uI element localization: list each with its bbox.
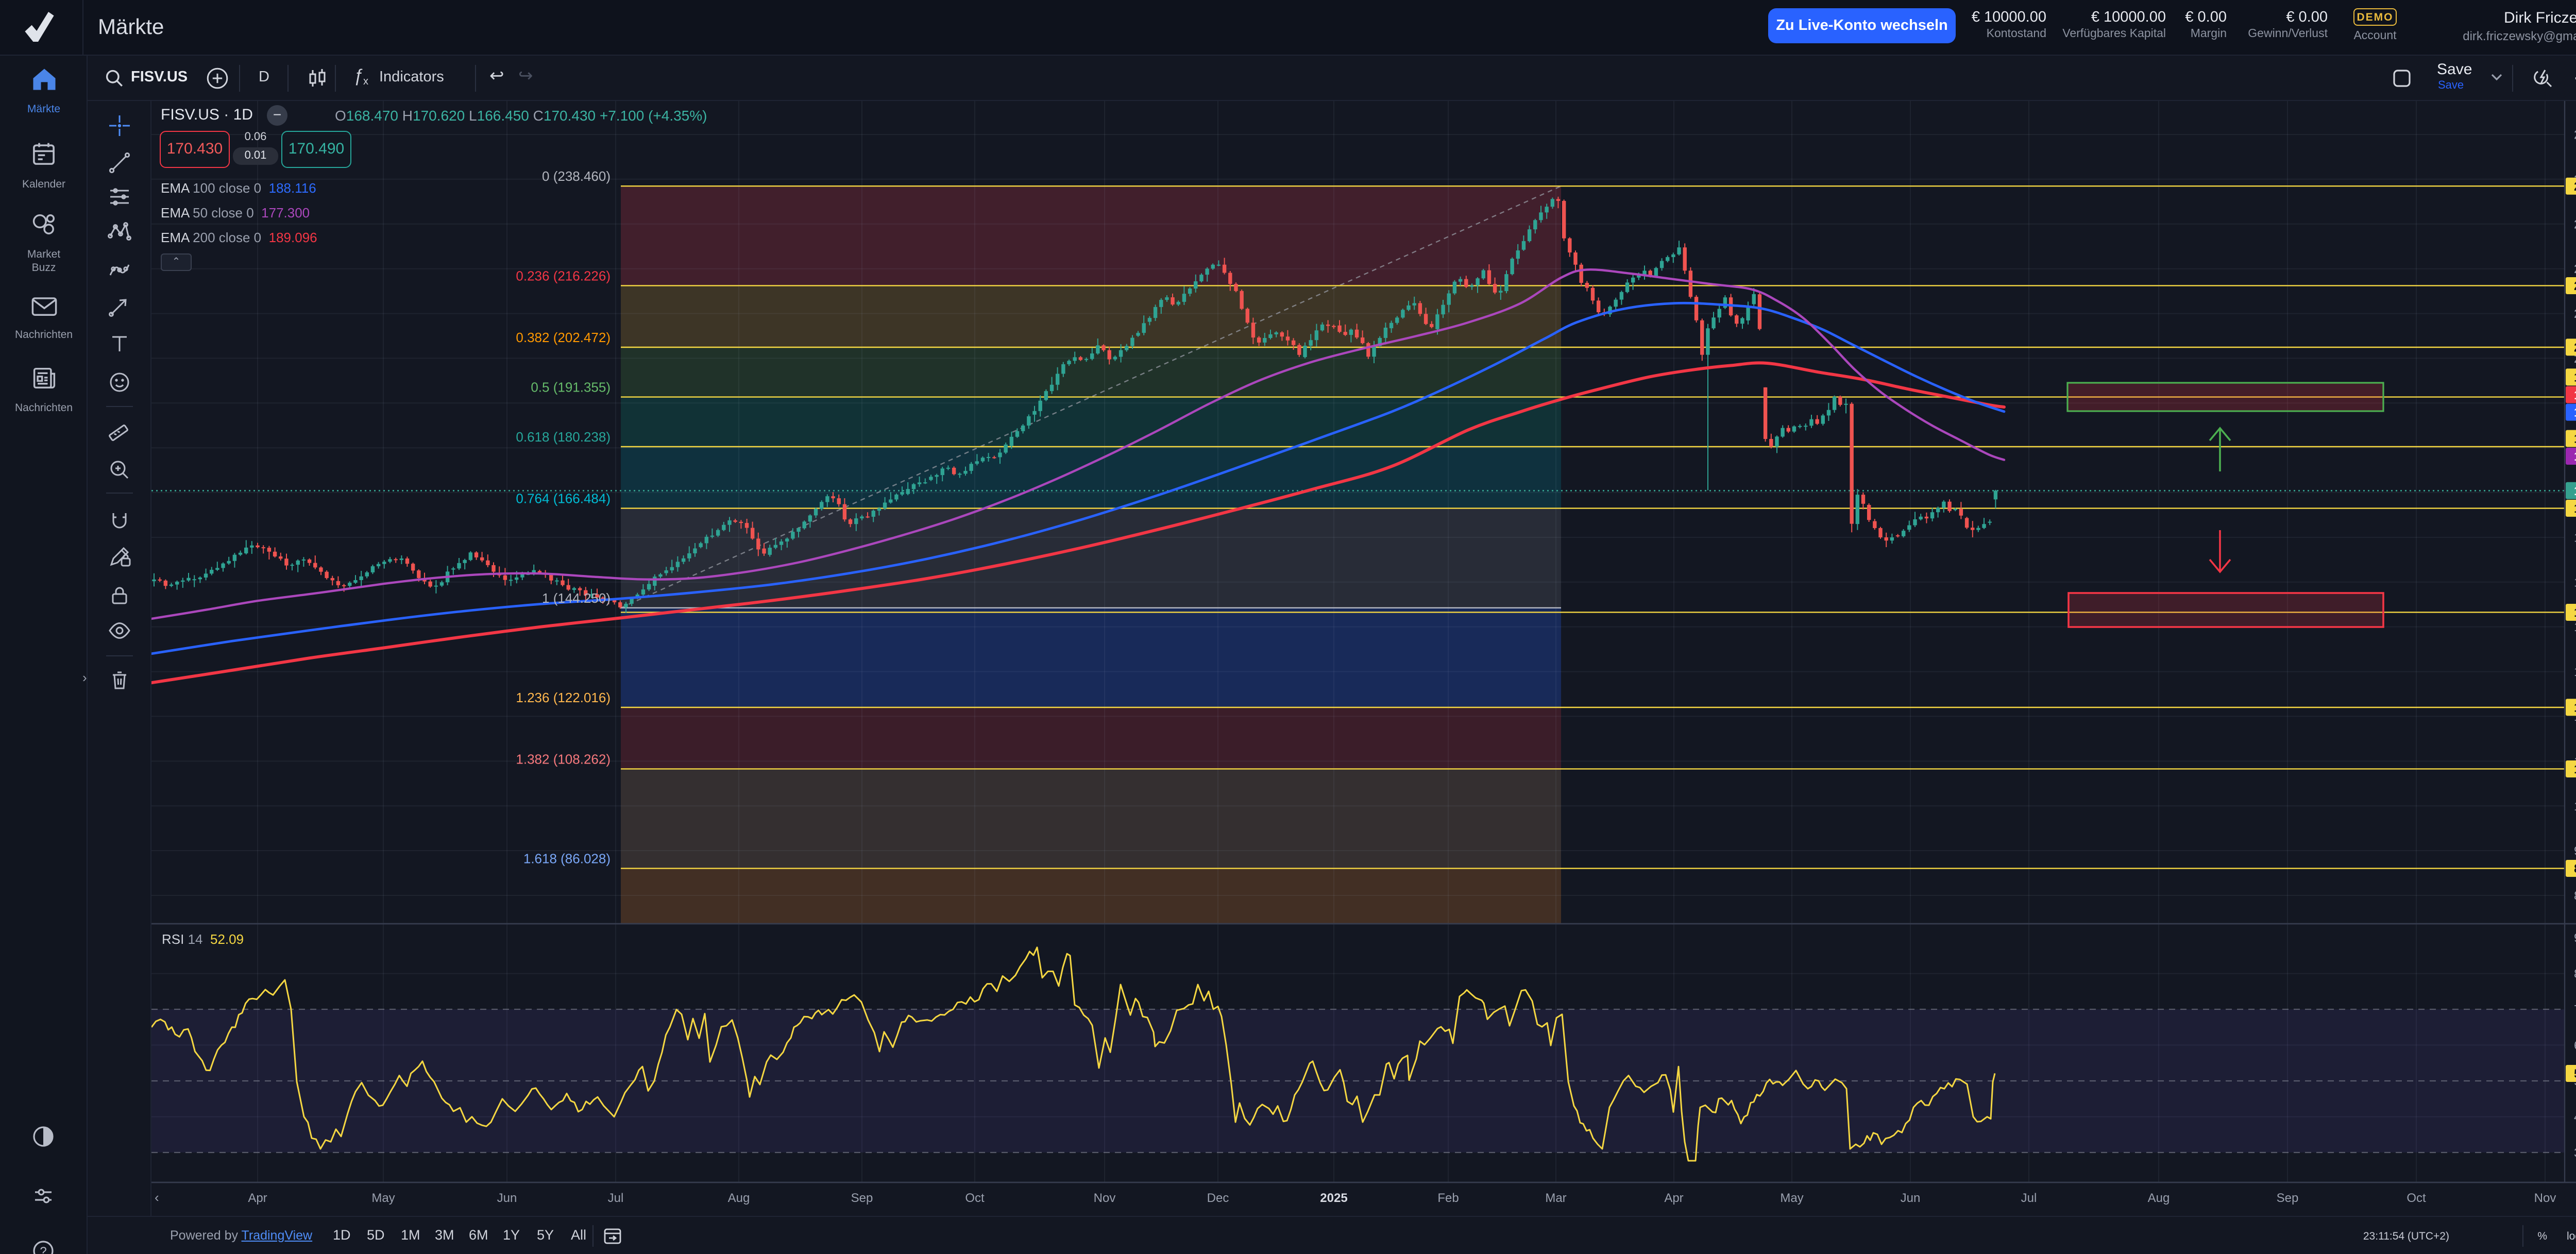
svg-text:216.226: 216.226 (2574, 279, 2576, 293)
svg-text:170.430: 170.430 (2574, 484, 2576, 498)
svg-text:30.00: 30.00 (2574, 1146, 2576, 1160)
svg-text:191.355: 191.355 (2574, 371, 2576, 385)
svg-text:90.000: 90.000 (2574, 844, 2576, 858)
svg-text:Aug: Aug (728, 1191, 750, 1205)
svg-text:1.618 (86.028): 1.618 (86.028) (523, 851, 611, 867)
svg-text:Mar: Mar (1545, 1191, 1566, 1205)
svg-text:Nov: Nov (2534, 1191, 2556, 1205)
svg-text:189.096: 189.096 (2574, 388, 2576, 402)
svg-text:80.000: 80.000 (2574, 889, 2576, 903)
svg-text:202.472: 202.472 (2574, 341, 2576, 355)
svg-text:Apr: Apr (1664, 1191, 1683, 1205)
svg-text:188.116: 188.116 (2574, 406, 2576, 420)
svg-text:0.236 (216.226): 0.236 (216.226) (516, 268, 611, 283)
svg-text:1 (144.250): 1 (144.250) (542, 590, 611, 606)
svg-text:Jun: Jun (497, 1191, 517, 1205)
svg-text:Jun: Jun (1901, 1191, 1921, 1205)
svg-text:108.262: 108.262 (2574, 762, 2576, 776)
svg-text:200.000: 200.000 (2574, 352, 2576, 366)
svg-text:52.09: 52.09 (2574, 1067, 2576, 1081)
svg-text:Jul: Jul (2021, 1191, 2037, 1205)
svg-text:40.00: 40.00 (2574, 1110, 2576, 1124)
svg-text:Feb: Feb (1437, 1191, 1459, 1205)
svg-text:May: May (371, 1191, 395, 1205)
svg-text:150.000: 150.000 (2574, 575, 2576, 589)
svg-text:1.382 (108.262): 1.382 (108.262) (516, 751, 611, 767)
svg-text:May: May (1780, 1191, 1803, 1205)
svg-text:220.000: 220.000 (2574, 262, 2576, 276)
svg-text:Jul: Jul (608, 1191, 624, 1205)
svg-text:230.000: 230.000 (2574, 217, 2576, 231)
svg-text:120.000: 120.000 (2574, 710, 2576, 724)
svg-text:143.250: 143.250 (2574, 606, 2576, 620)
svg-text:2025: 2025 (1320, 1191, 1347, 1205)
svg-text:0.5 (191.355): 0.5 (191.355) (531, 380, 611, 395)
svg-text:Oct: Oct (2406, 1191, 2426, 1205)
svg-text:86.028: 86.028 (2574, 862, 2576, 876)
svg-text:90.00: 90.00 (2574, 931, 2576, 945)
svg-text:210.000: 210.000 (2574, 307, 2576, 321)
svg-text:Oct: Oct (965, 1191, 985, 1205)
svg-text:80.00: 80.00 (2574, 967, 2576, 981)
svg-text:177.300: 177.300 (2574, 450, 2576, 464)
svg-text:0.382 (202.472): 0.382 (202.472) (516, 330, 611, 345)
svg-text:0 (238.460): 0 (238.460) (542, 168, 611, 184)
svg-text:70.00: 70.00 (2574, 1003, 2576, 1017)
svg-text:Nov: Nov (1094, 1191, 1116, 1205)
svg-text:250.000: 250.000 (2574, 128, 2576, 142)
svg-text:100.000: 100.000 (2574, 800, 2576, 814)
svg-text:Dec: Dec (1207, 1191, 1229, 1205)
svg-text:?: ? (40, 1244, 46, 1254)
svg-text:Apr: Apr (248, 1191, 267, 1205)
svg-text:60.00: 60.00 (2574, 1039, 2576, 1053)
svg-text:166.484: 166.484 (2574, 502, 2576, 516)
svg-text:238.460: 238.460 (2574, 180, 2576, 194)
svg-text:0.764 (166.484): 0.764 (166.484) (516, 491, 611, 506)
svg-text:130.000: 130.000 (2574, 665, 2576, 679)
svg-text:122.016: 122.016 (2574, 701, 2576, 715)
svg-text:180.238: 180.238 (2574, 432, 2576, 446)
svg-text:Sep: Sep (851, 1191, 873, 1205)
svg-text:1.236 (122.016): 1.236 (122.016) (516, 690, 611, 705)
svg-text:0.618 (180.238): 0.618 (180.238) (516, 429, 611, 445)
svg-text:Aug: Aug (2148, 1191, 2170, 1205)
svg-text:Sep: Sep (2277, 1191, 2299, 1205)
svg-text:140.000: 140.000 (2574, 620, 2576, 634)
svg-text:‹: ‹ (155, 1190, 159, 1205)
svg-text:160.000: 160.000 (2574, 531, 2576, 545)
